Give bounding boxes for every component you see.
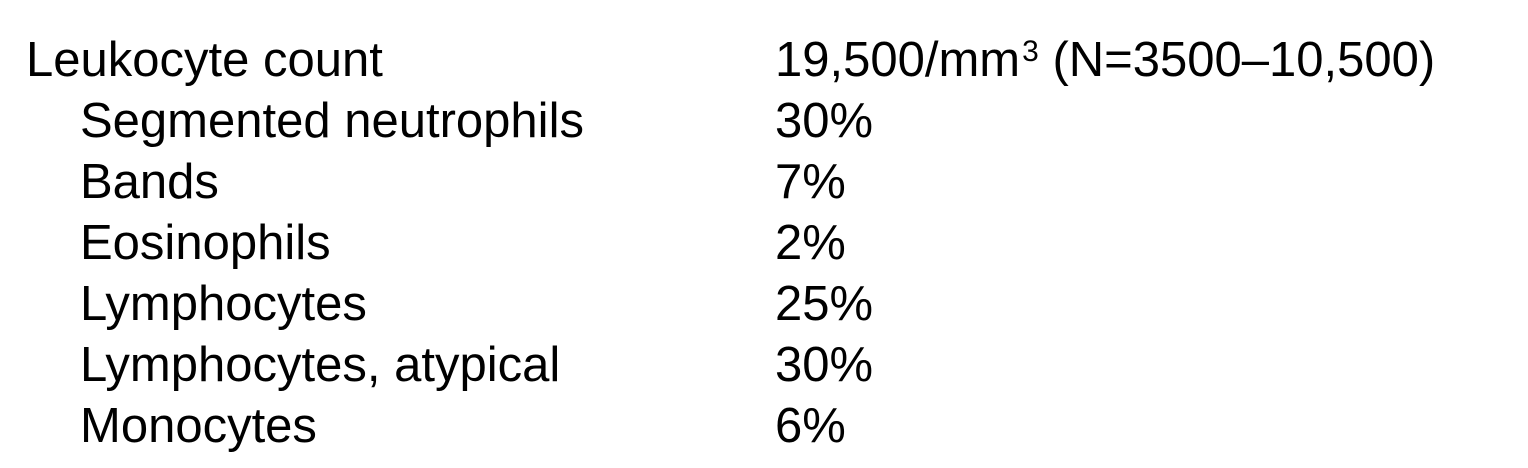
lab-row-bands: Bands 7% <box>26 152 1521 213</box>
lab-label: Lymphocytes, atypical <box>80 338 561 392</box>
lab-label: Leukocyte count <box>26 33 383 87</box>
lab-results-table: Leukocyte count 19,500/mm3 (N=3500–10,50… <box>26 30 1521 457</box>
lab-label: Segmented neutrophils <box>80 94 584 148</box>
lab-row-eosinophils: Eosinophils 2% <box>26 213 1521 274</box>
unit-superscript: 3 <box>1022 35 1039 68</box>
lab-row-segmented-neutrophils: Segmented neutrophils 30% <box>26 91 1521 152</box>
lab-label: Bands <box>80 155 219 209</box>
lab-value: 30% <box>775 338 874 392</box>
lab-row-lymphocytes: Lymphocytes 25% <box>26 274 1521 335</box>
lab-row-lymphocytes-atypical: Lymphocytes, atypical 30% <box>26 335 1521 396</box>
normal-range: (N=3500–10,500) <box>1052 33 1436 87</box>
lab-label: Eosinophils <box>80 216 331 270</box>
leukocyte-value: 19,500/mm <box>775 33 1021 87</box>
lab-value: 25% <box>775 277 874 331</box>
lab-row-leukocyte-count: Leukocyte count 19,500/mm3 (N=3500–10,50… <box>26 30 1521 91</box>
lab-value: 7% <box>775 155 846 209</box>
lab-value: 6% <box>775 399 846 453</box>
lab-value: 30% <box>775 94 874 148</box>
lab-label: Monocytes <box>80 399 317 453</box>
lab-value: 2% <box>775 216 846 270</box>
lab-value: 19,500/mm3 (N=3500–10,500) <box>775 30 1435 97</box>
lab-label: Lymphocytes <box>80 277 367 331</box>
lab-row-monocytes: Monocytes 6% <box>26 396 1521 457</box>
